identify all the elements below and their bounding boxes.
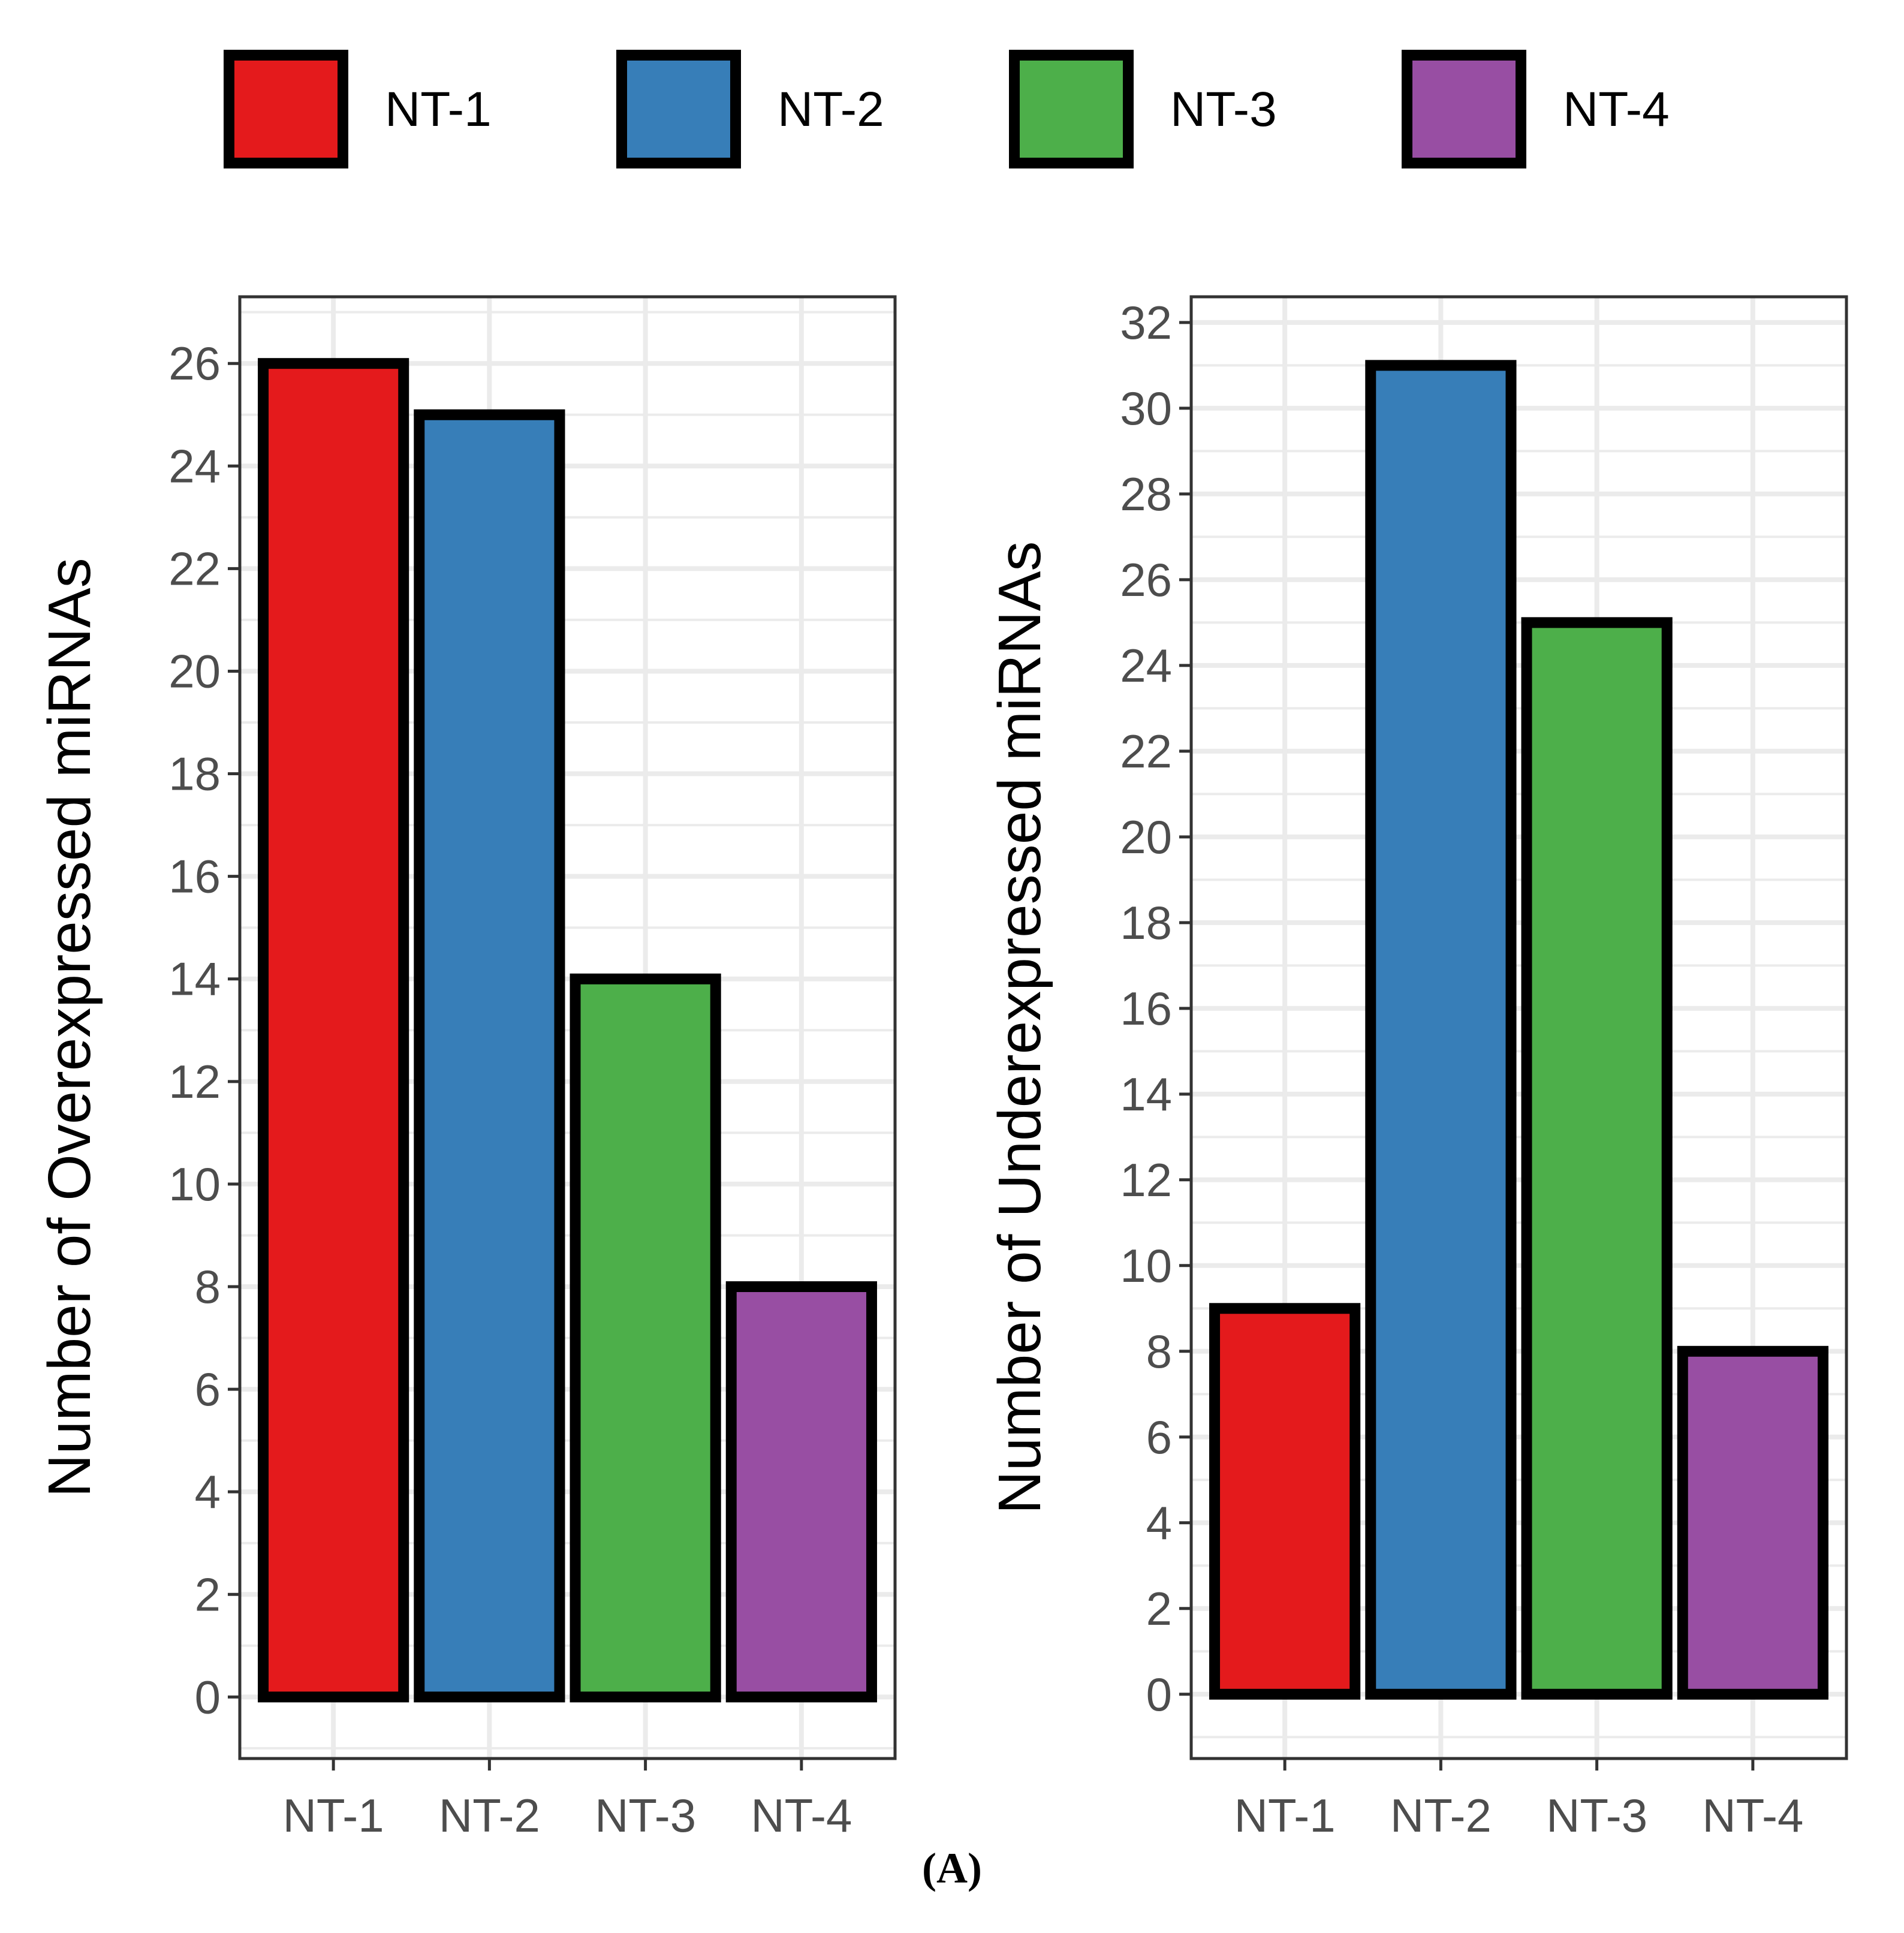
- panel-border: [238, 295, 897, 1760]
- y-tick-label: 18: [168, 748, 221, 800]
- y-tick-label: 6: [1146, 1411, 1172, 1464]
- bar-nt-4: [1677, 1345, 1828, 1700]
- legend-swatch-nt-3: [1009, 50, 1134, 168]
- figure-caption: (A): [922, 1844, 982, 1892]
- bar-nt-2: [414, 409, 565, 1703]
- y-tick-label: 20: [168, 645, 221, 697]
- y-tick-label: 14: [168, 953, 221, 1005]
- y-tick-label: 30: [1120, 382, 1172, 435]
- y-tick-label: 12: [168, 1055, 221, 1108]
- bar-nt-4: [725, 1281, 877, 1703]
- legend-label-nt-2: NT-2: [778, 82, 884, 137]
- x-tick-label: NT-1: [283, 1789, 384, 1842]
- panel-border: [1189, 295, 1848, 1760]
- y-tick-label: 8: [1146, 1325, 1172, 1378]
- legend-label-nt-4: NT-4: [1563, 82, 1670, 137]
- x-tick-label: NT-2: [1390, 1789, 1492, 1842]
- x-tick-label: NT-4: [1702, 1789, 1803, 1842]
- y-tick-label: 2: [1146, 1582, 1172, 1635]
- y-tick-label: 16: [168, 850, 221, 903]
- bar-nt-3: [1521, 617, 1673, 1700]
- y-tick-label: 0: [195, 1670, 221, 1723]
- x-tick-label: NT-3: [1546, 1789, 1647, 1842]
- bar-nt-3: [570, 973, 721, 1703]
- legend-swatch-nt-1: [224, 50, 348, 168]
- y-tick-label: 6: [195, 1363, 221, 1416]
- y-tick-label: 32: [1120, 296, 1172, 349]
- y-tick-label: 26: [1120, 553, 1172, 606]
- x-tick-label: NT-2: [439, 1789, 540, 1842]
- y-tick-label: 20: [1120, 811, 1172, 863]
- x-tick-label: NT-4: [751, 1789, 852, 1842]
- y-tick-label: 22: [168, 542, 221, 595]
- y-tick-label: 0: [1146, 1668, 1172, 1721]
- y-tick-label: 14: [1120, 1068, 1172, 1121]
- y-tick-label: 4: [1146, 1497, 1172, 1549]
- bar-nt-2: [1365, 360, 1517, 1700]
- y-tick-label: 24: [1120, 639, 1172, 692]
- y-tick-label: 22: [1120, 725, 1172, 778]
- y-tick-label: 18: [1120, 896, 1172, 949]
- y-tick-label: 24: [168, 439, 221, 492]
- y-axis-title: Number of Overexpressed miRNAs: [36, 558, 103, 1497]
- bar-nt-1: [258, 358, 409, 1703]
- y-tick-label: 28: [1120, 468, 1172, 520]
- y-tick-label: 8: [195, 1260, 221, 1313]
- legend-label-nt-3: NT-3: [1170, 82, 1277, 137]
- y-tick-label: 4: [195, 1465, 221, 1518]
- x-tick-label: NT-3: [595, 1789, 696, 1842]
- legend-swatch-nt-4: [1402, 50, 1526, 168]
- legend-swatch-nt-2: [616, 50, 741, 168]
- bar-nt-1: [1209, 1303, 1361, 1700]
- legend-label-nt-1: NT-1: [385, 82, 492, 137]
- y-axis-title: Number of Underexpressed miRNAs: [986, 541, 1053, 1515]
- y-tick-label: 2: [195, 1568, 221, 1621]
- y-tick-label: 12: [1120, 1154, 1172, 1206]
- y-tick-label: 16: [1120, 982, 1172, 1035]
- y-tick-label: 10: [168, 1158, 221, 1211]
- y-tick-label: 26: [168, 337, 221, 390]
- x-tick-label: NT-1: [1234, 1789, 1336, 1842]
- legend: NT-1 NT-2 NT-3 NT-4: [224, 50, 1670, 168]
- y-tick-label: 10: [1120, 1239, 1172, 1292]
